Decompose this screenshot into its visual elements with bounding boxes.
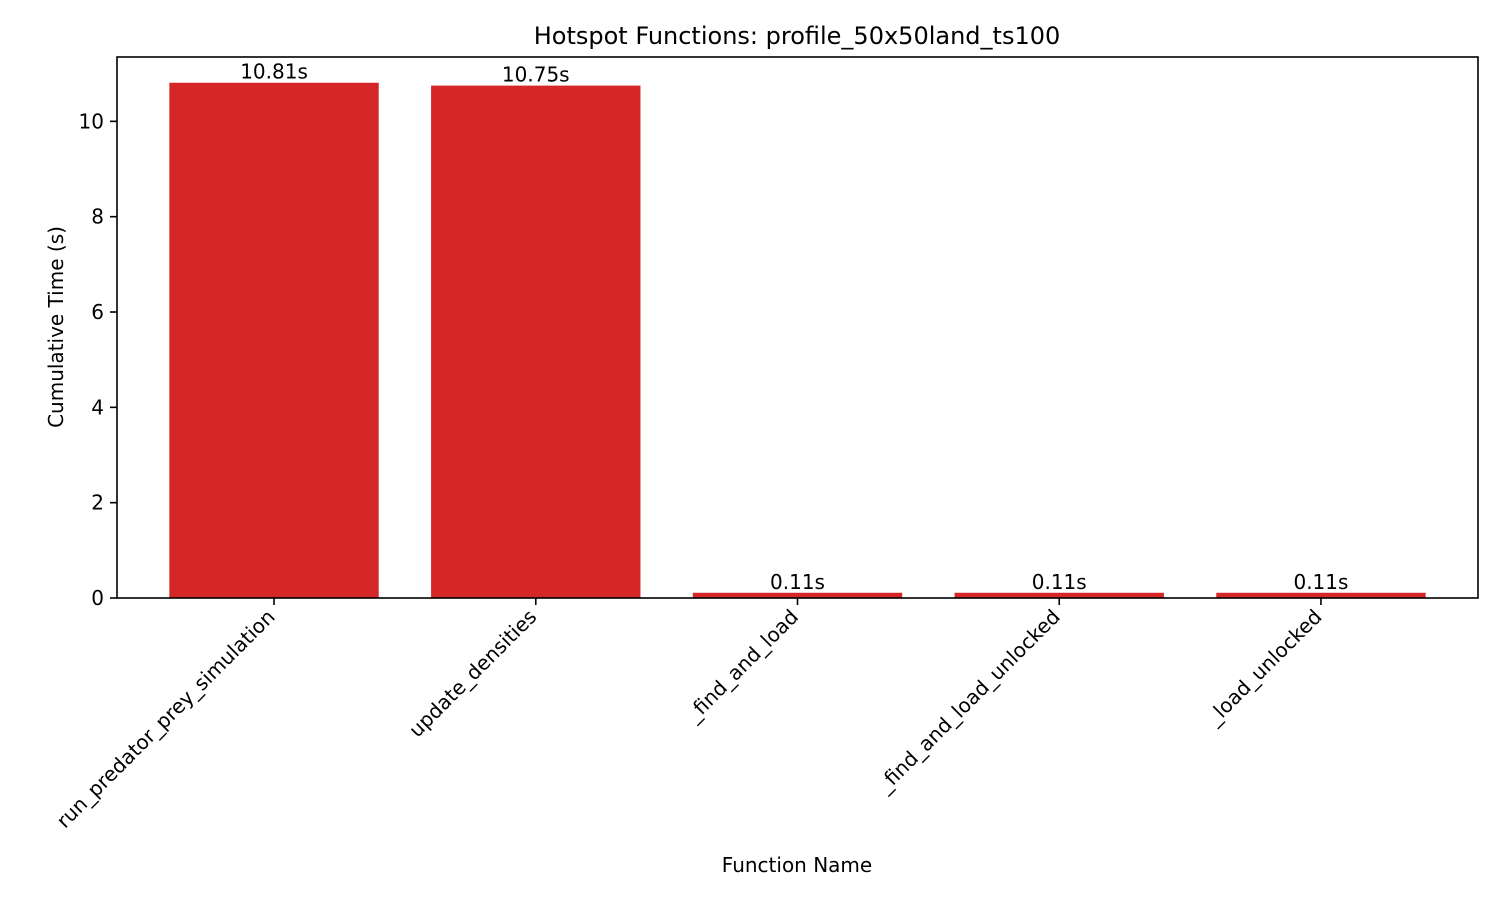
y-tick-label: 10 [79, 109, 104, 133]
y-tick-label: 2 [91, 491, 104, 515]
y-axis: 0 2 4 6 8 10 [79, 109, 117, 610]
data-labels: 10.81s 10.75s 0.11s 0.11s 0.11s [240, 60, 1348, 594]
y-tick-label: 0 [91, 586, 104, 610]
bars [169, 82, 1426, 599]
bar [431, 85, 641, 599]
x-axis: run_predator_prey_simulation update_densi… [52, 598, 1327, 833]
y-tick-label: 6 [91, 300, 104, 324]
x-tick-label: _find_and_load [680, 605, 803, 728]
y-axis-label: Cumulative Time (s) [44, 226, 68, 428]
x-axis-label: Function Name [722, 853, 872, 877]
bar [1216, 592, 1426, 598]
bar-value-label: 0.11s [1293, 570, 1348, 594]
bar-value-label: 10.75s [502, 63, 570, 87]
x-tick-label: update_densities [404, 605, 541, 742]
y-tick-label: 8 [91, 205, 104, 229]
x-tick-label: _load_unlocked [1201, 605, 1327, 731]
x-tick-label: _find_and_load_unlocked [871, 605, 1064, 798]
chart-title: Hotspot Functions: profile_50x50land_ts1… [534, 22, 1061, 50]
bar-value-label: 10.81s [240, 60, 308, 84]
x-tick-label: run_predator_prey_simulation [52, 605, 280, 833]
bar [954, 592, 1164, 598]
bar [692, 592, 903, 598]
bar-value-label: 0.11s [770, 570, 825, 594]
bar-value-label: 0.11s [1032, 570, 1087, 594]
bar [169, 82, 379, 599]
y-tick-label: 4 [91, 395, 104, 419]
